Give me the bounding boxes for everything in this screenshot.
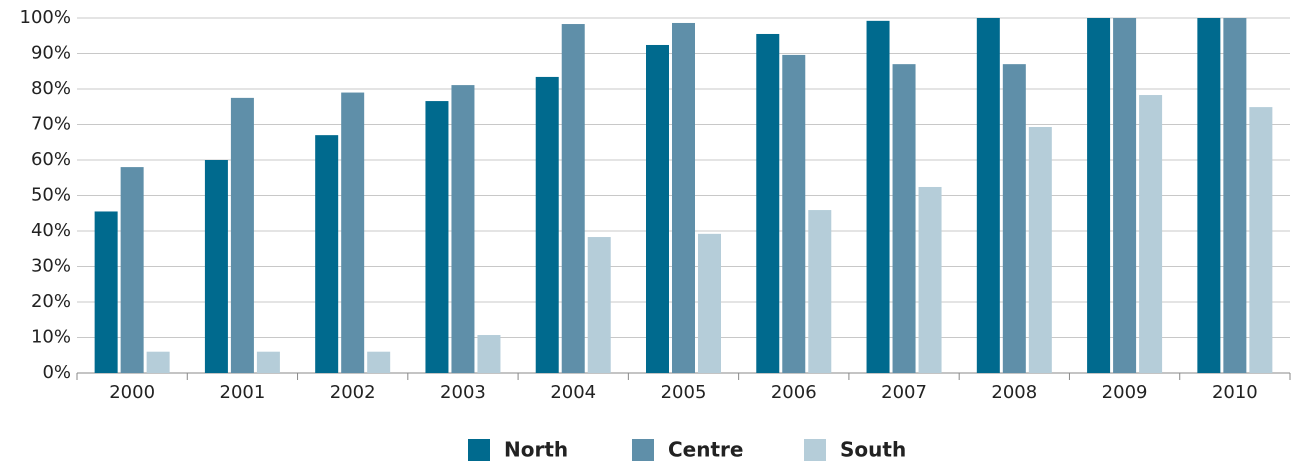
legend-swatch: [468, 439, 490, 461]
bar: [587, 237, 611, 373]
x-tick-label: 2006: [771, 382, 817, 403]
bar: [756, 33, 780, 373]
bar: [535, 76, 559, 374]
bar: [1028, 126, 1052, 373]
y-tick-label: 40%: [31, 220, 71, 241]
bar: [367, 351, 391, 373]
bar: [698, 233, 721, 373]
bar: [120, 167, 144, 373]
y-tick-label: 80%: [31, 78, 71, 99]
y-tick-label: 10%: [31, 327, 71, 348]
bar: [918, 186, 942, 373]
bar: [425, 101, 449, 373]
bar: [315, 135, 339, 373]
bar: [808, 210, 832, 373]
bar: [976, 18, 1000, 373]
bar: [146, 351, 170, 373]
bar: [1139, 95, 1163, 373]
y-tick-label: 50%: [31, 185, 71, 206]
y-tick-label: 100%: [20, 7, 71, 28]
bar: [1113, 18, 1137, 373]
bar: [230, 97, 254, 373]
legend-label: North: [504, 438, 568, 462]
y-tick-label: 0%: [42, 362, 71, 383]
x-tick-label: 2003: [440, 382, 486, 403]
bar: [561, 24, 585, 373]
bar: [672, 22, 695, 373]
x-tick-label: 2004: [550, 382, 596, 403]
bar: [256, 351, 280, 373]
bar: [1197, 18, 1221, 373]
y-tick-label: 70%: [31, 114, 71, 135]
legend-swatch: [804, 439, 826, 461]
bar: [782, 54, 806, 374]
bar: [94, 211, 118, 373]
legend-label: South: [840, 438, 906, 462]
legend-label: Centre: [668, 438, 743, 462]
y-tick-label: 30%: [31, 256, 71, 277]
bar: [1249, 107, 1273, 373]
x-tick-label: 2000: [109, 382, 155, 403]
bar: [892, 64, 916, 374]
bar: [1087, 18, 1111, 373]
bar: [451, 85, 475, 373]
x-tick-label: 2009: [1102, 382, 1148, 403]
x-tick-label: 2008: [991, 382, 1037, 403]
bar: [866, 20, 890, 374]
y-tick-label: 60%: [31, 149, 71, 170]
bar: [341, 92, 365, 374]
legend-swatch: [632, 439, 654, 461]
y-tick-label: 20%: [31, 291, 71, 312]
bar: [646, 44, 669, 373]
bar: [204, 160, 228, 373]
x-tick-label: 2002: [330, 382, 376, 403]
y-tick-label: 90%: [31, 43, 71, 64]
bar: [1002, 64, 1026, 374]
x-tick-label: 2007: [881, 382, 927, 403]
x-tick-label: 2001: [220, 382, 266, 403]
x-tick-label: 2010: [1212, 382, 1258, 403]
bar: [1223, 18, 1247, 373]
x-tick-label: 2005: [661, 382, 707, 403]
bar: [477, 335, 501, 373]
